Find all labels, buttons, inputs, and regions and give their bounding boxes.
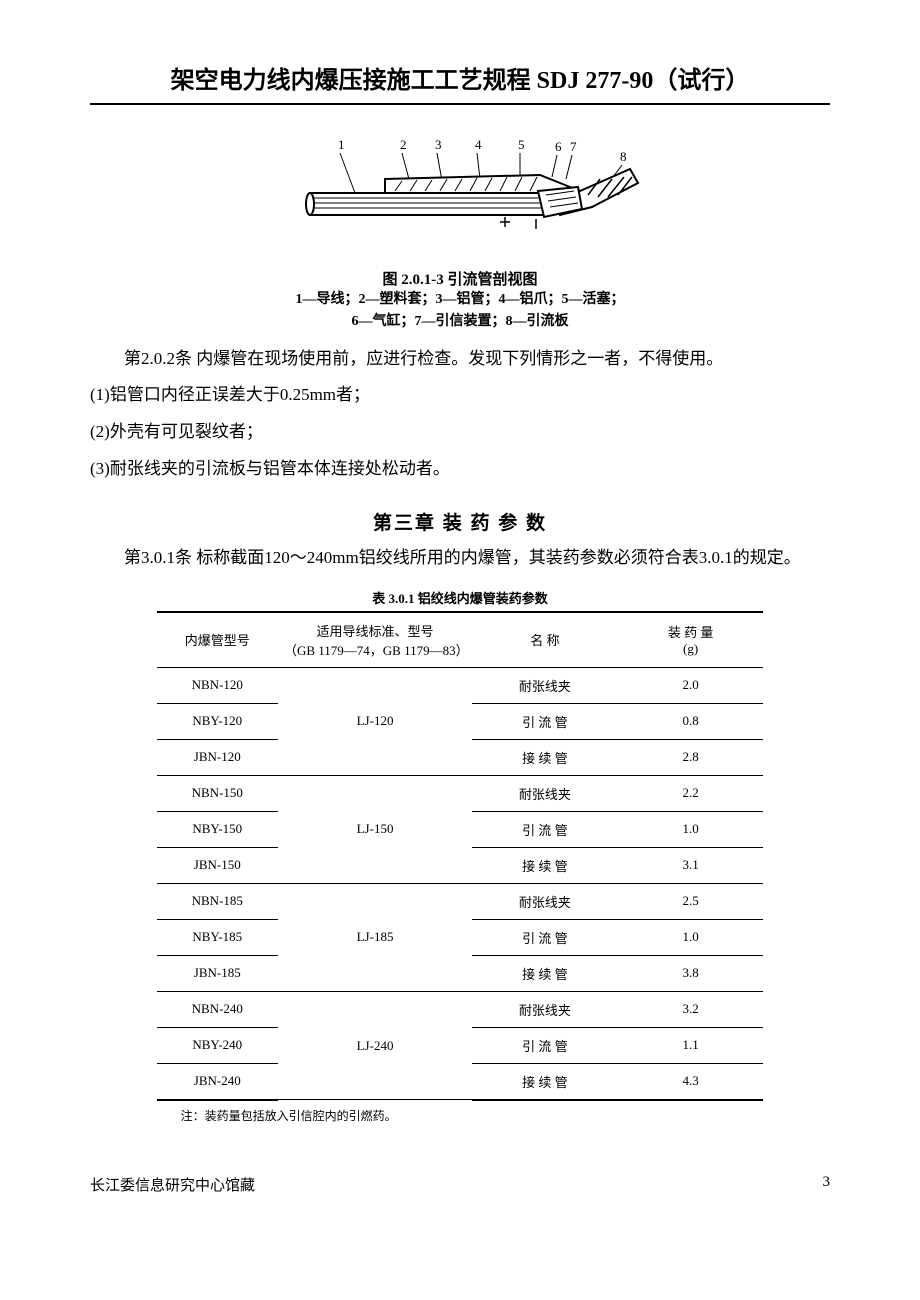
chapter-3-heading: 第三章 装 药 参 数 — [90, 508, 830, 535]
diagram-label-1: 1 — [338, 137, 345, 152]
cell-model: NBN-150 — [157, 775, 278, 811]
page-footer: 长江委信息研究中心馆藏 3 — [90, 1174, 830, 1195]
cell-qty: 1.1 — [618, 1027, 764, 1063]
diagram-label-2: 2 — [400, 137, 407, 152]
cell-name: 引 流 管 — [472, 811, 618, 847]
cell-model: JBN-150 — [157, 847, 278, 883]
cell-model: NBN-185 — [157, 883, 278, 919]
col-qty-line2: (g) — [624, 641, 758, 657]
cell-standard: LJ-240 — [278, 991, 472, 1100]
col-qty-line1: 装 药 量 — [624, 622, 758, 641]
cell-model: NBN-240 — [157, 991, 278, 1027]
cell-name: 引 流 管 — [472, 1027, 618, 1063]
col-name: 名 称 — [472, 612, 618, 668]
diagram-label-7: 7 — [570, 139, 577, 154]
table-row: NBN-150LJ-150耐张线夹2.2 — [157, 775, 764, 811]
cell-name: 耐张线夹 — [472, 991, 618, 1027]
clause-3-0-1: 第3.0.1条 标称截面120～240mm铝绞线所用的内爆管，其装药参数必须符合… — [90, 543, 830, 574]
page-title: 架空电力线内爆压接施工工艺规程 SDJ 277-90（试行） — [90, 60, 830, 95]
diagram-caption: 图 2.0.1-3 引流管剖视图 — [90, 268, 830, 289]
diagram-label-5: 5 — [518, 137, 525, 152]
item-2: (2)外壳有可见裂纹者； — [90, 417, 830, 448]
cell-name: 接 续 管 — [472, 955, 618, 991]
diagram-label-6: 6 — [555, 139, 562, 154]
cell-name: 耐张线夹 — [472, 667, 618, 703]
cell-qty: 4.3 — [618, 1063, 764, 1100]
cell-qty: 0.8 — [618, 703, 764, 739]
diagram-legend-1: 1—导线；2—塑料套；3—铝管；4—铝爪；5—活塞； — [90, 289, 830, 311]
cell-standard: LJ-185 — [278, 883, 472, 991]
table-caption: 表 3.0.1 铝绞线内爆管装药参数 — [90, 588, 830, 607]
cell-qty: 2.5 — [618, 883, 764, 919]
cell-name: 耐张线夹 — [472, 775, 618, 811]
diagram-label-4: 4 — [475, 137, 482, 152]
cell-model: JBN-185 — [157, 955, 278, 991]
cell-qty: 3.2 — [618, 991, 764, 1027]
cell-qty: 3.1 — [618, 847, 764, 883]
diagram-label-3: 3 — [435, 137, 442, 152]
table-row: NBN-120LJ-120耐张线夹2.0 — [157, 667, 764, 703]
explosive-charge-table: 内爆管型号 适用导线标准、型号 （GB 1179—74，GB 1179—83） … — [157, 611, 764, 1101]
table-note: 注：装药量包括放入引信腔内的引燃药。 — [157, 1107, 764, 1124]
footer-page-number: 3 — [823, 1174, 831, 1195]
col-model: 内爆管型号 — [157, 612, 278, 668]
cell-name: 引 流 管 — [472, 703, 618, 739]
cell-qty: 1.0 — [618, 919, 764, 955]
col-standard: 适用导线标准、型号 （GB 1179—74，GB 1179—83） — [278, 612, 472, 668]
item-3: (3)耐张线夹的引流板与铝管本体连接处松动者。 — [90, 454, 830, 485]
cell-qty: 2.8 — [618, 739, 764, 775]
cell-qty: 2.2 — [618, 775, 764, 811]
table-row: NBN-240LJ-240耐张线夹3.2 — [157, 991, 764, 1027]
cell-model: NBY-240 — [157, 1027, 278, 1063]
col-standard-line1: 适用导线标准、型号 — [284, 621, 466, 640]
cell-name: 引 流 管 — [472, 919, 618, 955]
cell-model: JBN-240 — [157, 1063, 278, 1100]
cell-name: 耐张线夹 — [472, 883, 618, 919]
cell-model: JBN-120 — [157, 739, 278, 775]
cell-name: 接 续 管 — [472, 847, 618, 883]
cell-qty: 2.0 — [618, 667, 764, 703]
cell-standard: LJ-120 — [278, 667, 472, 775]
title-underline — [90, 103, 830, 105]
cell-model: NBN-120 — [157, 667, 278, 703]
col-standard-line2: （GB 1179—74，GB 1179—83） — [284, 640, 466, 659]
diagram-figure: 1 2 3 4 5 6 7 8 — [90, 135, 830, 334]
col-qty: 装 药 量 (g) — [618, 612, 764, 668]
cell-model: NBY-185 — [157, 919, 278, 955]
drainage-tube-diagram: 1 2 3 4 5 6 7 8 — [280, 135, 640, 255]
table-header-row: 内爆管型号 适用导线标准、型号 （GB 1179—74，GB 1179—83） … — [157, 612, 764, 668]
clause-2-0-2: 第2.0.2条 内爆管在现场使用前，应进行检查。发现下列情形之一者，不得使用。 — [90, 344, 830, 375]
diagram-legend-2: 6—气缸；7—引信装置；8—引流板 — [90, 311, 830, 333]
cell-standard: LJ-150 — [278, 775, 472, 883]
item-1: (1)铝管口内径正误差大于0.25mm者； — [90, 380, 830, 411]
footer-left: 长江委信息研究中心馆藏 — [90, 1174, 255, 1195]
diagram-label-8: 8 — [620, 149, 627, 164]
cell-model: NBY-150 — [157, 811, 278, 847]
cell-qty: 3.8 — [618, 955, 764, 991]
cell-name: 接 续 管 — [472, 739, 618, 775]
cell-model: NBY-120 — [157, 703, 278, 739]
cell-name: 接 续 管 — [472, 1063, 618, 1100]
cell-qty: 1.0 — [618, 811, 764, 847]
table-row: NBN-185LJ-185耐张线夹2.5 — [157, 883, 764, 919]
